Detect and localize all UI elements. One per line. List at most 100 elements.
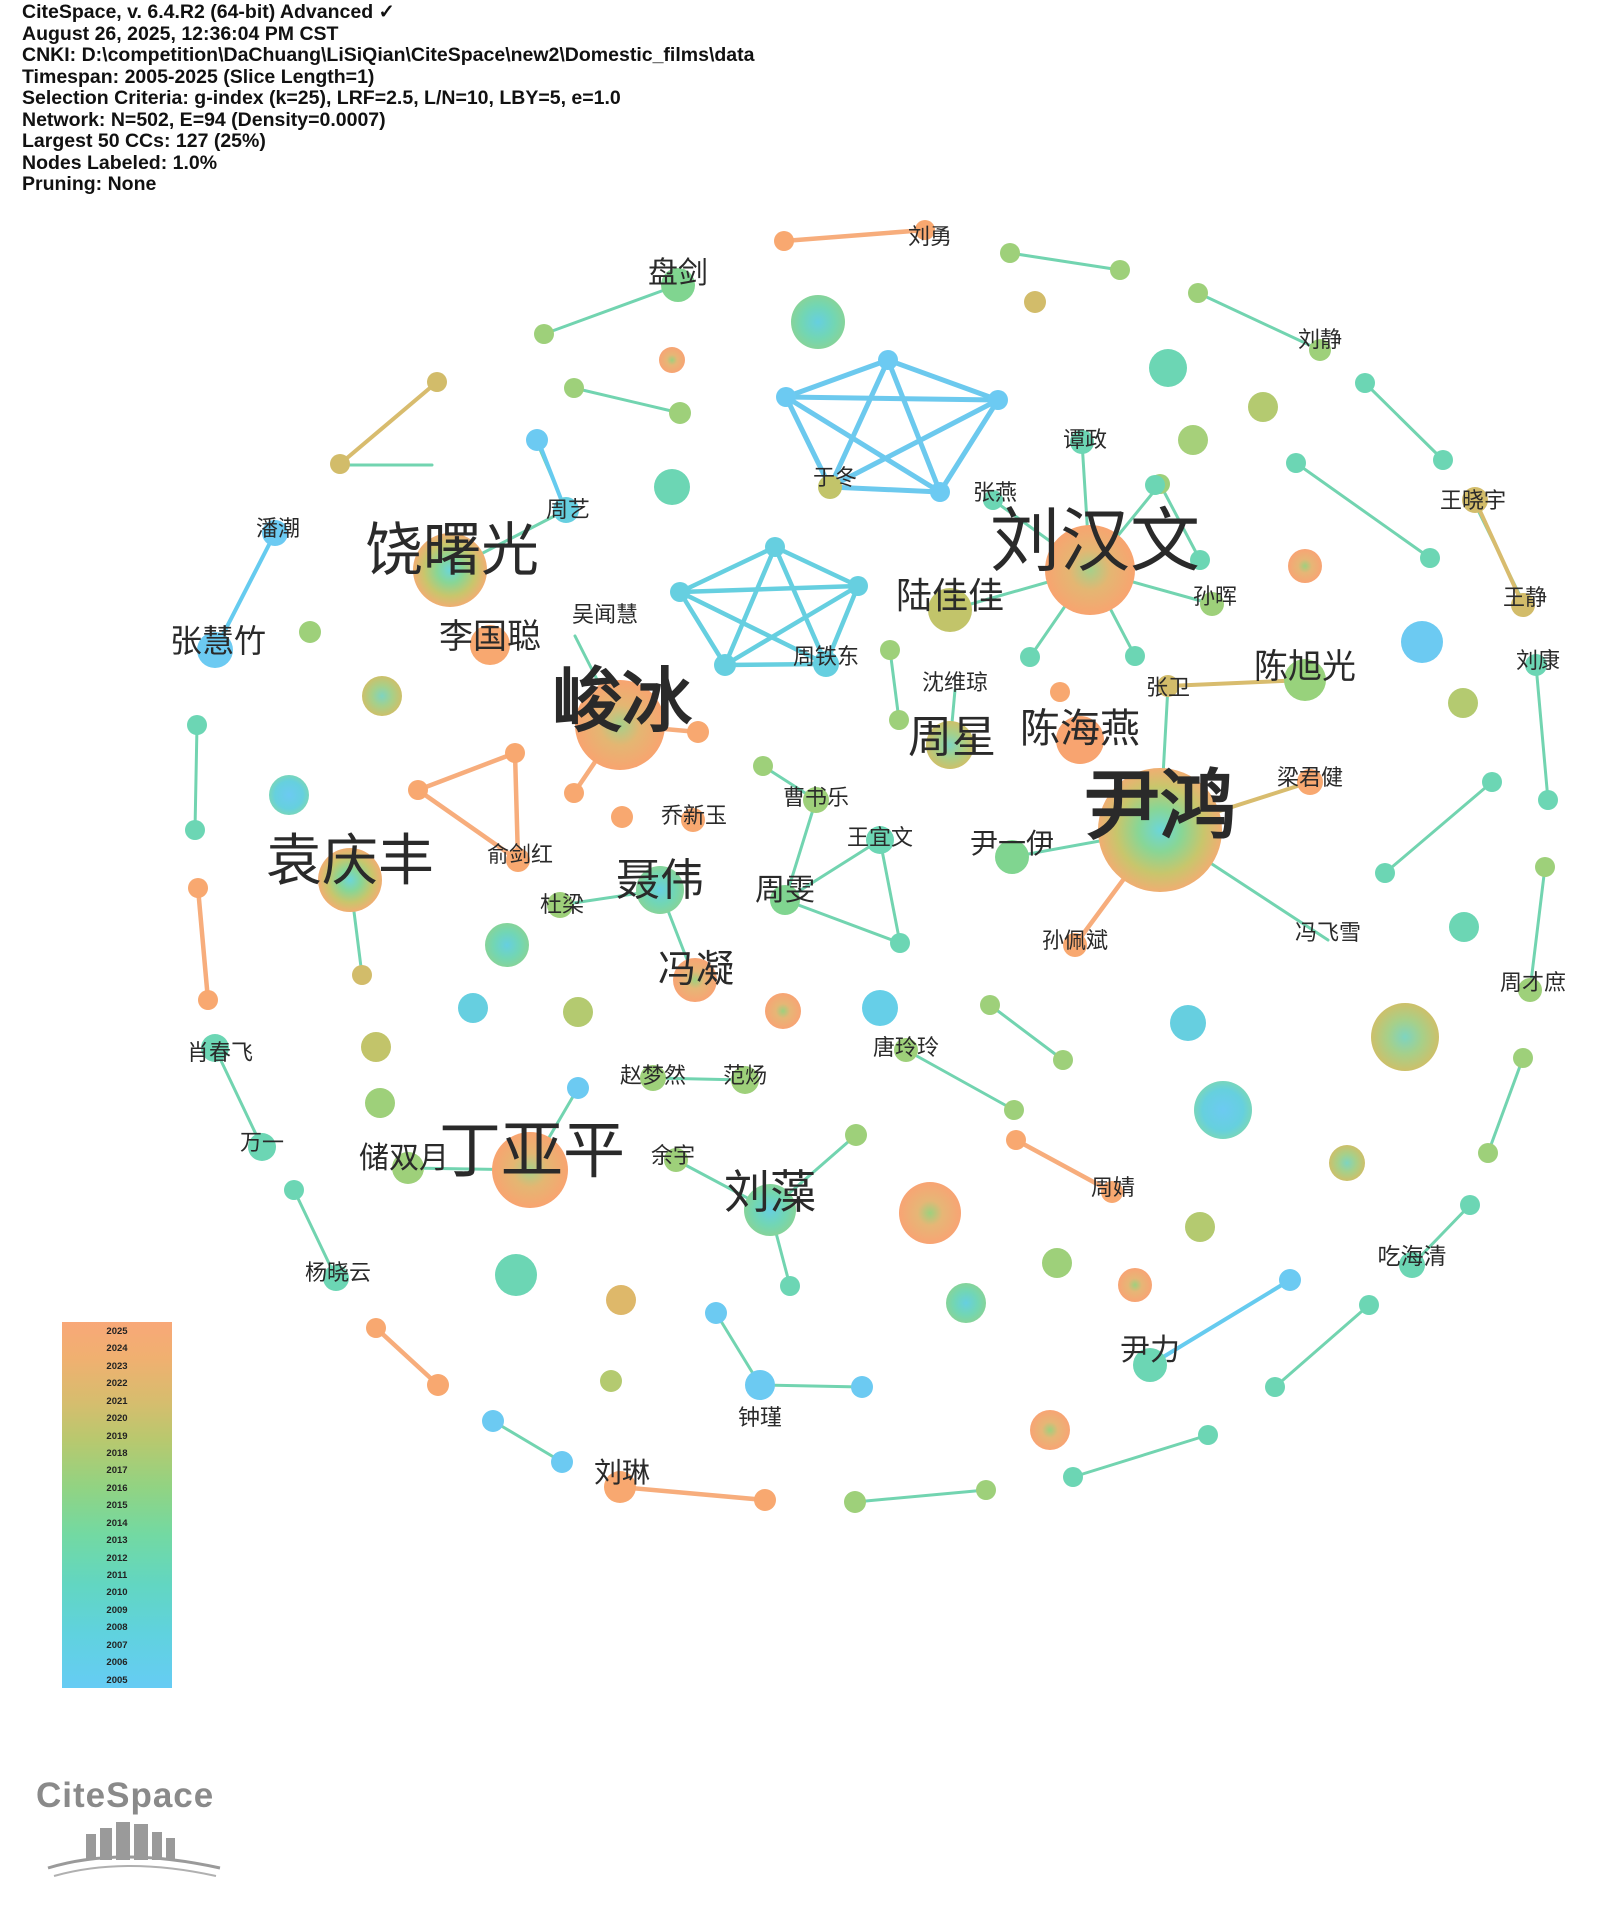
node[interactable] <box>926 721 974 769</box>
node[interactable] <box>880 640 900 660</box>
node[interactable] <box>187 715 207 735</box>
node[interactable] <box>899 1182 961 1244</box>
node[interactable] <box>600 1370 622 1392</box>
node[interactable] <box>988 390 1008 410</box>
node[interactable] <box>506 848 530 872</box>
node[interactable] <box>866 826 894 854</box>
node[interactable] <box>330 454 350 474</box>
node[interactable] <box>482 1410 504 1432</box>
node[interactable] <box>1200 592 1224 616</box>
node[interactable] <box>553 497 579 523</box>
node[interactable] <box>636 866 684 914</box>
node[interactable] <box>1420 548 1440 568</box>
node[interactable] <box>361 1032 391 1062</box>
node[interactable] <box>1024 291 1046 313</box>
node[interactable] <box>323 1265 349 1291</box>
node[interactable] <box>930 482 950 502</box>
node[interactable] <box>770 885 800 915</box>
node[interactable] <box>551 1451 573 1473</box>
node[interactable] <box>262 520 288 546</box>
node[interactable] <box>776 387 796 407</box>
node[interactable] <box>659 347 685 373</box>
node[interactable] <box>673 958 717 1002</box>
node[interactable] <box>427 372 447 392</box>
nodes[interactable] <box>185 220 1558 1513</box>
node[interactable] <box>362 676 402 716</box>
node[interactable] <box>1297 769 1323 795</box>
node[interactable] <box>995 840 1029 874</box>
node-raoshuguang[interactable] <box>413 533 487 607</box>
node[interactable] <box>567 1077 589 1099</box>
node[interactable] <box>705 1302 727 1324</box>
node[interactable] <box>470 625 510 665</box>
node[interactable] <box>1359 1295 1379 1315</box>
node-liuhanwen[interactable] <box>1045 525 1135 615</box>
node[interactable] <box>1110 260 1130 280</box>
node[interactable] <box>1188 283 1208 303</box>
node[interactable] <box>669 402 691 424</box>
node-yinhong[interactable] <box>1098 768 1222 892</box>
node[interactable] <box>1478 1143 1498 1163</box>
node[interactable] <box>564 378 584 398</box>
node[interactable] <box>269 775 309 815</box>
node[interactable] <box>1511 593 1535 617</box>
node[interactable] <box>564 783 584 803</box>
node[interactable] <box>408 780 428 800</box>
node[interactable] <box>1118 1268 1152 1302</box>
node[interactable] <box>563 997 593 1027</box>
node[interactable] <box>1170 1005 1206 1041</box>
node[interactable] <box>976 1480 996 1500</box>
node[interactable] <box>687 721 709 743</box>
node[interactable] <box>201 1034 229 1062</box>
node[interactable] <box>661 268 695 302</box>
node[interactable] <box>1063 1467 1083 1487</box>
node[interactable] <box>1101 1181 1123 1203</box>
node[interactable] <box>1125 646 1145 666</box>
node[interactable] <box>1070 430 1094 454</box>
node[interactable] <box>1063 933 1087 957</box>
node[interactable] <box>1329 1145 1365 1181</box>
node[interactable] <box>681 808 705 832</box>
node[interactable] <box>1355 373 1375 393</box>
node[interactable] <box>1133 1348 1167 1382</box>
node[interactable] <box>851 1376 873 1398</box>
node[interactable] <box>1401 621 1443 663</box>
node[interactable] <box>714 654 736 676</box>
node[interactable] <box>1042 1248 1072 1278</box>
node[interactable] <box>485 923 529 967</box>
node[interactable] <box>1056 716 1104 764</box>
node[interactable] <box>791 295 845 349</box>
node[interactable] <box>427 1374 449 1396</box>
node[interactable] <box>1375 863 1395 883</box>
node[interactable] <box>495 1254 537 1296</box>
node[interactable] <box>664 1148 688 1172</box>
node[interactable] <box>1185 1212 1215 1242</box>
node[interactable] <box>1050 682 1070 702</box>
node[interactable] <box>774 231 794 251</box>
node[interactable] <box>365 1088 395 1118</box>
node[interactable] <box>1053 1050 1073 1070</box>
node[interactable] <box>534 324 554 344</box>
node[interactable] <box>980 995 1000 1015</box>
node[interactable] <box>1178 425 1208 455</box>
node-junbing[interactable] <box>575 680 665 770</box>
node[interactable] <box>894 1038 918 1062</box>
node[interactable] <box>458 993 488 1023</box>
node[interactable] <box>604 1471 636 1503</box>
node[interactable] <box>1462 487 1488 513</box>
node[interactable] <box>848 576 868 596</box>
node[interactable] <box>1157 675 1179 697</box>
node[interactable] <box>889 710 909 730</box>
node[interactable] <box>1006 1130 1026 1150</box>
node[interactable] <box>765 993 801 1029</box>
node[interactable] <box>862 990 898 1026</box>
node[interactable] <box>1433 450 1453 470</box>
node-dingyaping[interactable] <box>492 1132 568 1208</box>
node[interactable] <box>366 1318 386 1338</box>
node[interactable] <box>188 878 208 898</box>
node[interactable] <box>1460 1195 1480 1215</box>
node[interactable] <box>1284 659 1326 701</box>
node[interactable] <box>983 490 1003 510</box>
node[interactable] <box>1535 857 1555 877</box>
